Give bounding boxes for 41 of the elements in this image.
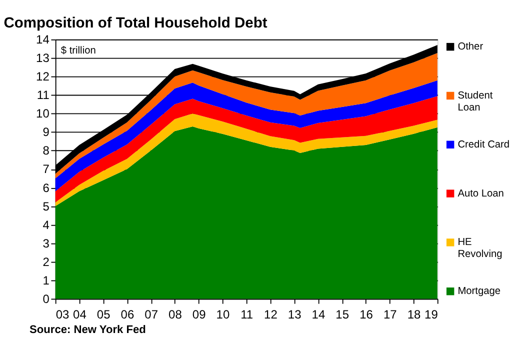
x-tick-label: 10 <box>216 308 230 322</box>
legend-label: Student Loan <box>458 90 493 114</box>
legend-label: HE Revolving <box>458 237 502 260</box>
source-note: Source: New York Fed <box>30 324 146 336</box>
legend-label: Auto Loan <box>458 188 504 200</box>
legend-label: Other <box>458 42 484 53</box>
y-tick-label: 8 <box>42 144 50 158</box>
y-tick-label: 9 <box>42 125 50 140</box>
x-tick-label: 06 <box>120 308 134 322</box>
x-tick-label: 16 <box>360 308 374 322</box>
x-tick-label: 12 <box>264 308 278 322</box>
y-tick-label: 1 <box>42 273 50 288</box>
legend-label: Credit Card <box>458 139 510 150</box>
x-tick-label: 19 <box>424 308 438 322</box>
y-tick-label: 13 <box>36 51 50 66</box>
x-tick-label: 03 <box>56 308 70 322</box>
x-tick-label: 11 <box>240 308 254 322</box>
x-tick-label: 15 <box>336 308 350 322</box>
x-tick-label: 14 <box>312 308 326 322</box>
x-tick-label: 13 <box>288 308 302 322</box>
x-tick-label: 04 <box>73 308 87 322</box>
x-tick-label: 07 <box>144 308 158 322</box>
y-tick-label: 11 <box>36 88 50 102</box>
y-tick-label: 7 <box>42 162 50 176</box>
x-tick-label: 09 <box>192 308 206 322</box>
y-tick-label: 6 <box>42 180 50 195</box>
y-tick-label: 5 <box>42 199 50 214</box>
y-tick-label: 2 <box>42 254 50 269</box>
x-tick-label: 05 <box>96 308 111 322</box>
y-tick-label: 14 <box>36 32 50 47</box>
chart-title: Composition of Total Household Debt <box>4 15 268 32</box>
x-tick-label: 17 <box>383 308 398 322</box>
y-tick-label: 12 <box>36 70 50 84</box>
y-tick-label: 0 <box>42 292 50 306</box>
y-axis-title: $ trillion <box>60 45 96 56</box>
y-tick-label: 3 <box>42 236 50 250</box>
y-tick-label: 10 <box>36 106 50 121</box>
legend-label: Mortgage <box>458 286 501 298</box>
y-tick-label: 4 <box>42 218 50 232</box>
x-tick-label: 18 <box>407 308 421 322</box>
x-tick-label: 08 <box>168 308 182 322</box>
